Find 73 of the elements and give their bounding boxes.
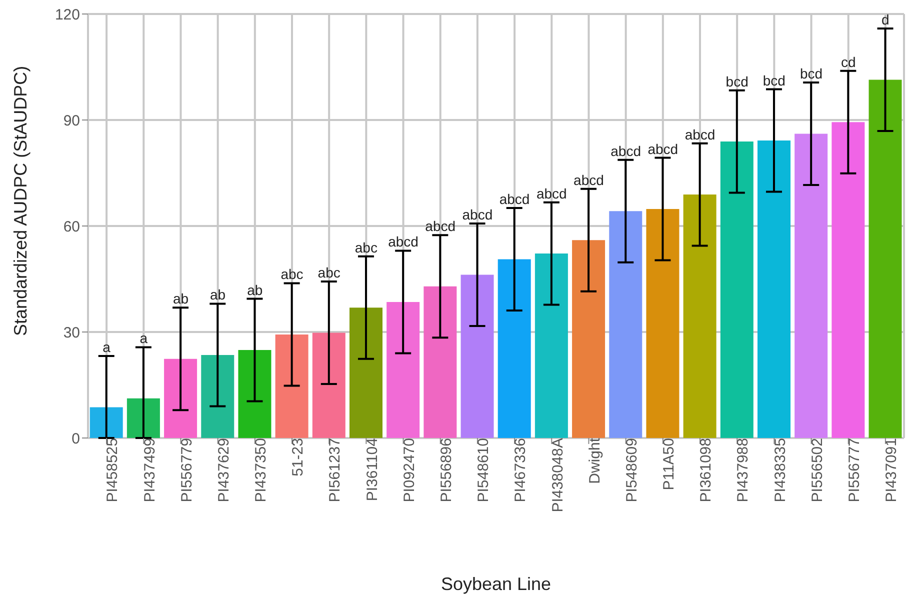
x-tick-label: PI092470 — [400, 438, 418, 502]
annotation: ab — [247, 282, 263, 298]
bar — [386, 302, 420, 438]
annotation: bcd — [762, 72, 786, 88]
annotation: bcd — [726, 73, 748, 90]
x-tick-label: PI556896 — [438, 438, 456, 502]
annotation: ab — [172, 290, 189, 307]
x-tick-label: PI467336 — [512, 438, 530, 502]
annotation: abcd — [574, 172, 604, 188]
annotation: abcd — [648, 140, 678, 157]
annotation: abcd — [462, 206, 493, 223]
x-tick-label: PI556777 — [846, 438, 864, 502]
bar — [238, 350, 272, 438]
annotation: abc — [280, 266, 304, 282]
annotation: ab — [210, 286, 226, 303]
x-tick-label: PI561237 — [326, 438, 344, 502]
x-tick-label: PI437350 — [252, 438, 270, 502]
annotation: abcd — [425, 218, 456, 234]
annotation: bcd — [800, 66, 823, 82]
annotation: abcd — [536, 185, 567, 202]
annotation: abc — [354, 239, 378, 256]
x-axis-title: Soybean Line — [440, 574, 552, 594]
bar — [460, 274, 494, 438]
annotation: abc — [318, 264, 340, 280]
x-tick-label: PI556502 — [808, 438, 826, 502]
x-tick-label: PI437091 — [883, 438, 900, 502]
bar — [534, 254, 568, 438]
y-tick-label: 120 — [54, 6, 80, 24]
y-tick-label: 30 — [63, 324, 80, 342]
x-tick-label: PI361104 — [364, 438, 381, 502]
bar — [757, 140, 790, 438]
x-tick-label: PI437629 — [215, 438, 232, 502]
x-tick-label: PI437988 — [734, 438, 752, 502]
x-tick-label: PI437499 — [141, 438, 158, 502]
x-tick-label: PI438335 — [772, 438, 789, 502]
bar — [720, 142, 754, 438]
annotation: abcd — [388, 234, 418, 250]
bar — [424, 286, 457, 438]
bar — [275, 334, 308, 438]
x-tick-label: PI361098 — [698, 438, 715, 502]
y-tick-label: 60 — [63, 218, 80, 236]
bar — [349, 308, 382, 438]
bar — [164, 358, 198, 438]
annotation: abcd — [610, 142, 641, 159]
x-tick-label: PI458525 — [104, 438, 122, 502]
x-tick-label: Dwight — [586, 437, 604, 484]
bar — [312, 332, 346, 438]
bar — [832, 122, 865, 438]
annotation: a — [140, 330, 148, 346]
x-tick-label: PI548609 — [623, 438, 640, 502]
bar — [90, 407, 123, 438]
y-tick-label: 90 — [63, 112, 80, 130]
annotation: a — [102, 339, 111, 356]
annotation: abcd — [499, 190, 530, 207]
bar — [868, 80, 902, 438]
bar — [646, 209, 680, 438]
x-tick-label: PI548610 — [475, 438, 492, 502]
x-tick-label: PI438048A — [549, 438, 566, 512]
bar — [498, 259, 531, 438]
y-axis-title: Standardized AUDPC (StAUDPC) — [10, 66, 30, 336]
y-tick-label: 0 — [72, 430, 80, 448]
bar — [609, 211, 642, 438]
bar — [572, 240, 606, 438]
bar — [126, 398, 160, 438]
annotation: cd — [840, 54, 856, 70]
bar — [794, 134, 828, 438]
x-tick-label: 51-23 — [290, 438, 307, 476]
annotation: abcd — [684, 126, 716, 142]
bar — [683, 194, 716, 438]
x-tick-label: PI556779 — [178, 438, 196, 502]
x-tick-label: P11A50 — [660, 438, 678, 490]
bar — [201, 354, 234, 438]
annotation: d — [882, 11, 890, 28]
